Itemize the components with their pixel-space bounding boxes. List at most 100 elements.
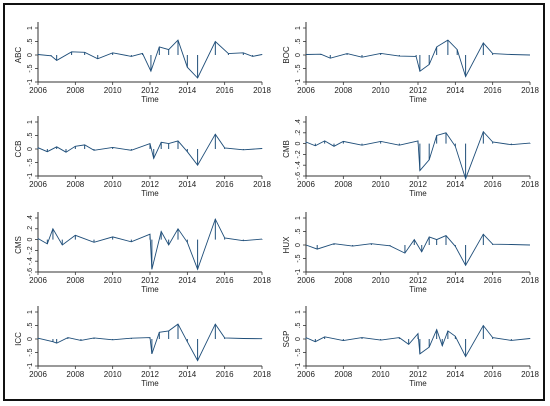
y-tick-label: -.5 [295,64,302,72]
x-tick-label: 2008 [334,86,352,95]
panel-abc: -1 -.5 0 .5 1 2006 2008 2010 2012 2014 2016 2018 Tim… [14,22,271,104]
y-tick-label: -.5 [27,158,34,166]
series-line [305,39,531,78]
x-tick-label: 2014 [446,86,464,95]
y-tick-label: -.4 [27,257,34,265]
x-tick-label: 2016 [484,276,502,285]
y-tick-label: 1 [295,26,302,30]
x-tick-label: 2012 [409,86,427,95]
y-tick-label: -1 [295,363,302,369]
panel-cmb: -.6 -.4 -.2 0 .2 .4 2006 2008 2010 2012 2014 2016 20… [282,116,539,198]
y-tick-label: .4 [295,119,302,125]
y-tick-label: .5 [27,132,34,138]
y-tick-label: 0 [295,142,302,146]
y-tick-label: .4 [27,215,34,221]
x-tick-label: 2014 [178,86,196,95]
y-axis-label: CMS [14,236,23,254]
x-axis-label: Time [409,285,427,294]
y-tick-label: 1 [295,216,302,220]
y-tick-label: 0 [295,53,302,57]
x-tick-label: 2014 [178,276,196,285]
y-tick-label: .5 [27,322,34,328]
y-tick-label: -.5 [295,348,302,356]
figure-frame [3,3,545,401]
x-tick-label: 2008 [66,86,84,95]
x-tick-label: 2010 [372,370,390,379]
x-tick-label: 2018 [253,86,271,95]
x-tick-label: 2008 [334,370,352,379]
y-tick-label: -.6 [27,268,34,276]
y-axis-label: CCB [14,141,23,158]
y-axis-label: BOC [282,46,291,64]
x-tick-label: 2012 [141,370,159,379]
panel-cms: -.6 -.4 -.2 0 .2 .4 2006 2008 2010 2012 2014 2016 20… [14,212,271,294]
y-tick-label: 0 [27,337,34,341]
x-tick-label: 2018 [253,180,271,189]
x-tick-label: 2018 [521,180,539,189]
x-tick-label: 2006 [29,86,47,95]
x-axis-label: Time [141,95,159,104]
x-axis-label: Time [141,189,159,198]
x-tick-label: 2014 [178,180,196,189]
y-axis-label: HUX [282,236,291,254]
x-tick-label: 2008 [66,276,84,285]
y-axis-label: SGP [282,331,291,348]
series-line [37,39,263,79]
y-axis-label: ABC [14,47,23,64]
x-tick-label: 2016 [216,180,234,189]
panel-boc: -1 -.5 0 .5 1 2006 2008 2010 2012 2014 2016 2018 Tim… [282,22,539,104]
x-tick-label: 2012 [409,370,427,379]
x-tick-label: 2012 [141,276,159,285]
x-tick-label: 2008 [334,180,352,189]
y-tick-label: -.5 [27,64,34,72]
y-tick-label: 1 [27,26,34,30]
y-tick-label: -.4 [295,161,302,169]
x-tick-label: 2008 [334,276,352,285]
x-tick-label: 2010 [104,370,122,379]
y-tick-label: 1 [295,310,302,314]
x-tick-label: 2018 [253,276,271,285]
x-tick-label: 2006 [297,276,315,285]
series-line [305,130,531,181]
x-tick-label: 2010 [104,180,122,189]
y-tick-label: -1 [27,173,34,179]
y-tick-label: .5 [295,322,302,328]
x-axis-label: Time [409,189,427,198]
x-tick-label: 2010 [104,276,122,285]
x-tick-label: 2006 [297,370,315,379]
y-tick-label: -.6 [295,172,302,180]
y-tick-label: .5 [295,228,302,234]
y-tick-label: -.2 [27,246,34,254]
x-axis-label: Time [141,285,159,294]
x-tick-label: 2018 [521,86,539,95]
x-tick-label: 2016 [484,180,502,189]
y-tick-label: -1 [27,363,34,369]
series-line [37,323,263,362]
x-tick-label: 2008 [66,370,84,379]
x-tick-label: 2006 [297,180,315,189]
x-tick-label: 2010 [372,180,390,189]
y-tick-label: .2 [27,226,34,232]
y-tick-label: 0 [27,238,34,242]
x-tick-label: 2016 [484,370,502,379]
panel-ccb: -1 -.5 0 .5 1 2006 2008 2010 2012 2014 2016 2018 Tim… [14,116,271,198]
x-tick-label: 2014 [178,370,196,379]
y-axis-label: ICC [14,332,23,346]
x-tick-label: 2018 [253,370,271,379]
panel-sgp: -1 -.5 0 .5 1 2006 2008 2010 2012 2014 2016 2018 Tim… [282,306,539,388]
y-tick-label: 0 [295,337,302,341]
panel-icc: -1 -.5 0 .5 1 2006 2008 2010 2012 2014 2016 2018 Tim… [14,306,271,388]
x-tick-label: 2012 [141,86,159,95]
x-tick-label: 2012 [409,180,427,189]
x-axis-label: Time [409,379,427,388]
y-tick-label: -.5 [295,254,302,262]
y-axis-label: CMB [282,140,291,158]
x-tick-label: 2018 [521,370,539,379]
x-tick-label: 2010 [104,86,122,95]
x-tick-label: 2010 [372,276,390,285]
x-tick-label: 2010 [372,86,390,95]
y-tick-label: -1 [27,79,34,85]
series-line [37,217,263,271]
y-tick-label: 1 [27,120,34,124]
